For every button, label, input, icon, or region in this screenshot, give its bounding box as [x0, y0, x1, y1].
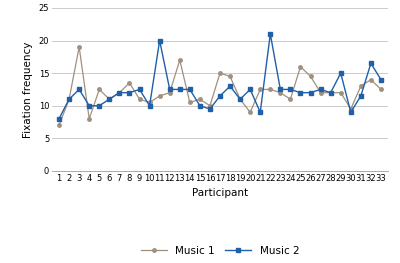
Music 1 — [177, 58, 182, 62]
Music 2 — [147, 104, 152, 107]
Music 1 — [248, 111, 252, 114]
Music 2 — [268, 32, 273, 36]
Music 2 — [127, 91, 132, 94]
Music 1 — [127, 81, 132, 84]
Music 1 — [238, 98, 242, 101]
Music 1 — [137, 98, 142, 101]
Music 1 — [67, 98, 72, 101]
Music 1 — [278, 91, 283, 94]
Music 2 — [368, 62, 373, 65]
Music 2 — [308, 91, 313, 94]
Music 2 — [157, 39, 162, 42]
Music 2 — [258, 111, 263, 114]
Music 2 — [107, 98, 112, 101]
Music 2 — [328, 91, 333, 94]
Music 1 — [298, 65, 303, 68]
Music 1 — [318, 91, 323, 94]
Music 2 — [137, 88, 142, 91]
Music 1 — [157, 94, 162, 98]
Legend: Music 1, Music 2: Music 1, Music 2 — [137, 242, 303, 260]
Music 2 — [208, 107, 212, 110]
Music 1 — [117, 91, 122, 94]
Music 2 — [238, 98, 242, 101]
Music 2 — [358, 94, 363, 98]
Music 1 — [328, 91, 333, 94]
Music 2 — [198, 104, 202, 107]
Music 1 — [228, 75, 232, 78]
Music 2 — [97, 104, 102, 107]
Music 2 — [218, 94, 222, 98]
Music 1 — [268, 88, 273, 91]
Music 1 — [87, 117, 92, 120]
Line: Music 1: Music 1 — [57, 45, 383, 127]
Music 2 — [57, 117, 62, 120]
Music 2 — [378, 78, 383, 81]
Music 2 — [348, 111, 353, 114]
Music 1 — [208, 104, 212, 107]
Music 2 — [117, 91, 122, 94]
Music 1 — [77, 45, 82, 49]
Music 1 — [188, 101, 192, 104]
Music 1 — [258, 88, 263, 91]
Y-axis label: Fixation frequency: Fixation frequency — [23, 41, 33, 138]
Music 2 — [67, 98, 72, 101]
Music 1 — [338, 91, 343, 94]
Music 2 — [248, 88, 252, 91]
Music 1 — [368, 78, 373, 81]
Music 1 — [378, 88, 383, 91]
Music 2 — [288, 88, 293, 91]
Music 2 — [318, 88, 323, 91]
Line: Music 2: Music 2 — [57, 32, 383, 121]
Music 2 — [77, 88, 82, 91]
Music 1 — [147, 101, 152, 104]
Music 2 — [188, 88, 192, 91]
Music 1 — [358, 85, 363, 88]
Music 1 — [288, 98, 293, 101]
Music 2 — [278, 88, 283, 91]
Music 1 — [107, 98, 112, 101]
Music 2 — [338, 72, 343, 75]
Music 2 — [177, 88, 182, 91]
Music 1 — [97, 88, 102, 91]
Music 1 — [167, 91, 172, 94]
Music 2 — [298, 91, 303, 94]
Music 1 — [308, 75, 313, 78]
Music 1 — [348, 107, 353, 110]
X-axis label: Participant: Participant — [192, 188, 248, 198]
Music 2 — [87, 104, 92, 107]
Music 1 — [198, 98, 202, 101]
Music 1 — [57, 124, 62, 127]
Music 2 — [228, 85, 232, 88]
Music 2 — [167, 88, 172, 91]
Music 1 — [218, 72, 222, 75]
